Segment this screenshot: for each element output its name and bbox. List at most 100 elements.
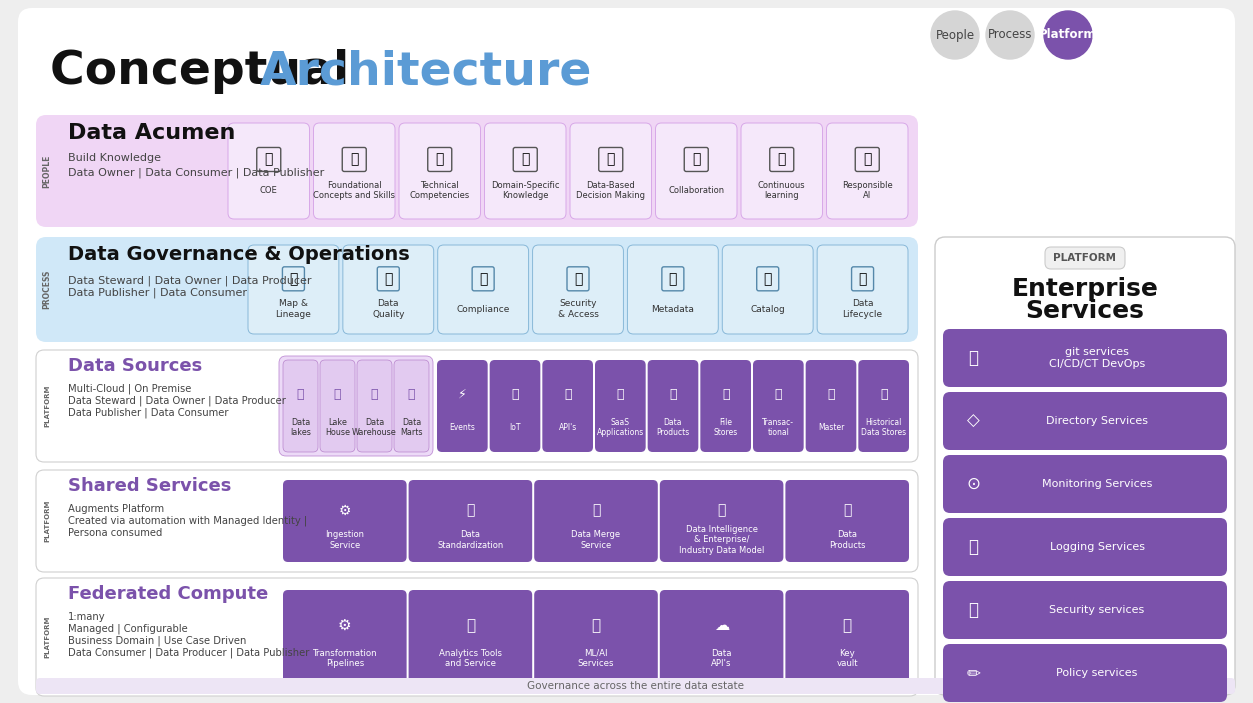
Text: ⚙: ⚙	[338, 503, 351, 517]
Text: Continuous
learning: Continuous learning	[758, 181, 806, 200]
Text: Build Knowledge: Build Knowledge	[68, 153, 160, 163]
Circle shape	[986, 11, 1034, 59]
FancyBboxPatch shape	[628, 245, 718, 334]
Text: Data
Products: Data Products	[829, 530, 866, 550]
Text: File
Stores: File Stores	[713, 418, 738, 437]
FancyBboxPatch shape	[36, 115, 918, 227]
Text: API's: API's	[559, 423, 576, 432]
FancyBboxPatch shape	[655, 123, 737, 219]
FancyBboxPatch shape	[357, 360, 392, 452]
Text: ☁: ☁	[714, 618, 729, 633]
FancyBboxPatch shape	[490, 360, 540, 452]
FancyBboxPatch shape	[786, 480, 908, 562]
FancyBboxPatch shape	[313, 123, 395, 219]
Text: Shared Services: Shared Services	[68, 477, 232, 495]
Text: Security services: Security services	[1049, 605, 1145, 615]
Text: 🏛: 🏛	[264, 153, 273, 167]
FancyBboxPatch shape	[543, 360, 593, 452]
Text: ⚙: ⚙	[338, 618, 352, 633]
Text: 🔒: 🔒	[574, 272, 583, 286]
FancyBboxPatch shape	[660, 590, 783, 684]
Text: 🗂: 🗂	[827, 388, 834, 401]
FancyBboxPatch shape	[786, 590, 908, 684]
Text: 🗄: 🗄	[858, 272, 867, 286]
Circle shape	[1044, 11, 1093, 59]
Text: 📊: 📊	[436, 153, 444, 167]
Text: 🗃: 🗃	[880, 388, 887, 401]
Text: PLATFORM: PLATFORM	[44, 616, 50, 658]
Circle shape	[931, 11, 979, 59]
Text: ◇: ◇	[966, 412, 980, 430]
Text: Persona consumed: Persona consumed	[68, 528, 163, 538]
Text: Augments Platform: Augments Platform	[68, 504, 164, 514]
Text: Compliance: Compliance	[456, 304, 510, 314]
Text: Data
Lifecycle: Data Lifecycle	[842, 299, 882, 318]
FancyBboxPatch shape	[534, 480, 658, 562]
Text: Master: Master	[818, 423, 845, 432]
FancyBboxPatch shape	[437, 360, 487, 452]
Text: Process: Process	[987, 29, 1032, 41]
FancyBboxPatch shape	[1045, 247, 1125, 269]
Text: Multi-Cloud | On Premise: Multi-Cloud | On Premise	[68, 384, 192, 394]
Text: Data Publisher | Data Consumer: Data Publisher | Data Consumer	[68, 408, 228, 418]
FancyBboxPatch shape	[700, 360, 751, 452]
Text: git services
CI/CD/CT DevOps: git services CI/CD/CT DevOps	[1049, 347, 1145, 369]
Text: 🗄: 🗄	[371, 388, 378, 401]
Text: Events: Events	[450, 423, 475, 432]
Text: Foundational
Concepts and Skills: Foundational Concepts and Skills	[313, 181, 395, 200]
FancyBboxPatch shape	[437, 245, 529, 334]
FancyBboxPatch shape	[36, 678, 1235, 694]
Text: 💰: 💰	[774, 388, 782, 401]
Text: ⊙: ⊙	[966, 475, 980, 493]
Text: 🔗: 🔗	[564, 388, 571, 401]
Text: Data Steward | Data Owner | Data Producer: Data Steward | Data Owner | Data Produce…	[68, 275, 312, 285]
Text: SaaS
Applications: SaaS Applications	[596, 418, 644, 437]
Text: Historical
Data Stores: Historical Data Stores	[861, 418, 906, 437]
Text: 📈: 📈	[606, 153, 615, 167]
Text: Collaboration: Collaboration	[668, 186, 724, 195]
Text: People: People	[936, 29, 975, 41]
Text: 🗄: 🗄	[297, 388, 304, 401]
FancyBboxPatch shape	[858, 360, 908, 452]
Text: 🔀: 🔀	[969, 349, 979, 367]
FancyBboxPatch shape	[722, 245, 813, 334]
Text: Key
vault: Key vault	[837, 649, 858, 669]
FancyBboxPatch shape	[534, 590, 658, 684]
Text: Data Steward | Data Owner | Data Producer: Data Steward | Data Owner | Data Produce…	[68, 396, 286, 406]
Text: 📁: 📁	[763, 272, 772, 286]
FancyBboxPatch shape	[648, 360, 698, 452]
FancyBboxPatch shape	[408, 480, 533, 562]
Text: Data
Marts: Data Marts	[400, 418, 422, 437]
Text: Data Publisher | Data Consumer: Data Publisher | Data Consumer	[68, 288, 247, 299]
FancyBboxPatch shape	[944, 329, 1227, 387]
Text: Governance across the entire data estate: Governance across the entire data estate	[528, 681, 744, 691]
Text: 📑: 📑	[669, 272, 677, 286]
Text: Architecture: Architecture	[261, 49, 593, 94]
Text: Data
API's: Data API's	[712, 649, 732, 669]
FancyBboxPatch shape	[944, 644, 1227, 702]
Text: 📋: 📋	[385, 272, 392, 286]
Text: Business Domain | Use Case Driven: Business Domain | Use Case Driven	[68, 636, 247, 647]
FancyBboxPatch shape	[228, 123, 309, 219]
Text: Data
lakes: Data lakes	[289, 418, 311, 437]
Text: Enterprise: Enterprise	[1011, 277, 1159, 301]
FancyBboxPatch shape	[944, 518, 1227, 576]
Text: 🗺: 🗺	[289, 272, 298, 286]
FancyBboxPatch shape	[36, 350, 918, 462]
FancyBboxPatch shape	[18, 8, 1235, 695]
FancyBboxPatch shape	[283, 590, 407, 684]
FancyBboxPatch shape	[343, 245, 434, 334]
Text: PLATFORM: PLATFORM	[1054, 253, 1116, 263]
FancyBboxPatch shape	[36, 578, 918, 696]
Text: COE: COE	[259, 186, 278, 195]
FancyBboxPatch shape	[827, 123, 908, 219]
Text: 📊: 📊	[466, 503, 475, 517]
Text: 🗄: 🗄	[333, 388, 341, 401]
Text: 🔀: 🔀	[591, 503, 600, 517]
Text: ⚡: ⚡	[457, 388, 466, 401]
FancyBboxPatch shape	[944, 392, 1227, 450]
Text: Managed | Configurable: Managed | Configurable	[68, 624, 188, 635]
FancyBboxPatch shape	[741, 123, 822, 219]
Text: ✏: ✏	[966, 664, 980, 682]
Text: Data Merge
Service: Data Merge Service	[571, 530, 620, 550]
